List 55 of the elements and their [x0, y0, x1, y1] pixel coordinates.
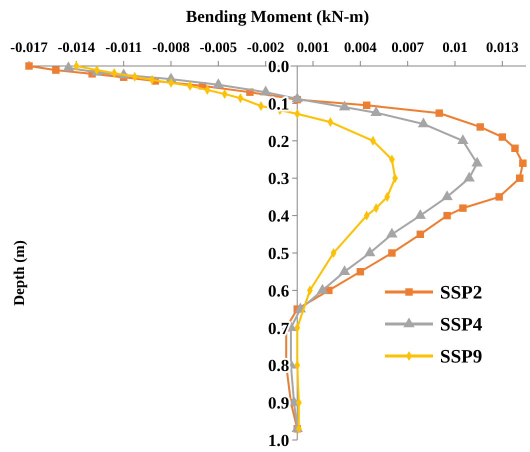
x-tick-label: 0.013 [486, 40, 519, 56]
x-tick-label: -0.002 [246, 40, 284, 56]
x-tick-label: 0.004 [344, 40, 377, 56]
legend-label: SSP4 [440, 314, 483, 336]
y-tick-label: 0.0 [268, 56, 290, 76]
y-tick-label: 0.4 [268, 206, 290, 226]
point [362, 102, 370, 109]
y-tick-label: 0.1 [268, 94, 290, 114]
point [416, 230, 424, 238]
point [292, 92, 303, 102]
point [316, 284, 328, 294]
point [441, 190, 453, 200]
point [52, 66, 60, 74]
point [62, 61, 74, 72]
y-axis-title: Depth (m) [12, 240, 28, 306]
legend-label: SSP2 [440, 282, 482, 304]
point [356, 268, 364, 276]
x-tick-label: -0.005 [200, 40, 238, 56]
point [260, 86, 272, 96]
point [370, 106, 382, 116]
point [386, 228, 398, 238]
point [418, 117, 430, 128]
point [471, 156, 483, 166]
y-tick-label: 0.3 [268, 169, 290, 188]
point [212, 78, 224, 88]
point [495, 193, 503, 201]
point [457, 134, 469, 144]
y-tick-label: 1.0 [268, 430, 290, 450]
y-tick-label: 0.9 [268, 394, 290, 413]
point [519, 160, 527, 167]
x-tick-label: -0.011 [105, 40, 142, 56]
y-tick-label: 0.2 [268, 132, 290, 151]
y-tick-label: 0.6 [268, 281, 290, 300]
point [516, 174, 524, 182]
point [388, 249, 396, 257]
point [443, 212, 451, 220]
point [476, 123, 484, 131]
x-tick-label: -0.014 [58, 40, 96, 56]
legend-label: SSP9 [440, 346, 482, 368]
point [464, 172, 475, 182]
x-tick-label: -0.017 [10, 40, 48, 56]
point [511, 144, 519, 152]
x-axis-title: Bending Moment (kN-m) [186, 7, 370, 26]
x-tick-label: 0.007 [391, 40, 424, 56]
x-tick-label: -0.008 [152, 40, 190, 56]
x-tick-label: 0.01 [442, 40, 468, 56]
point [364, 246, 376, 256]
point [338, 265, 350, 275]
y-tick-label: 0.5 [268, 244, 290, 263]
point [436, 109, 443, 117]
point [459, 204, 467, 212]
x-tick-label: 0.001 [296, 40, 330, 56]
point [414, 209, 426, 219]
point [338, 100, 350, 110]
point [498, 133, 506, 141]
